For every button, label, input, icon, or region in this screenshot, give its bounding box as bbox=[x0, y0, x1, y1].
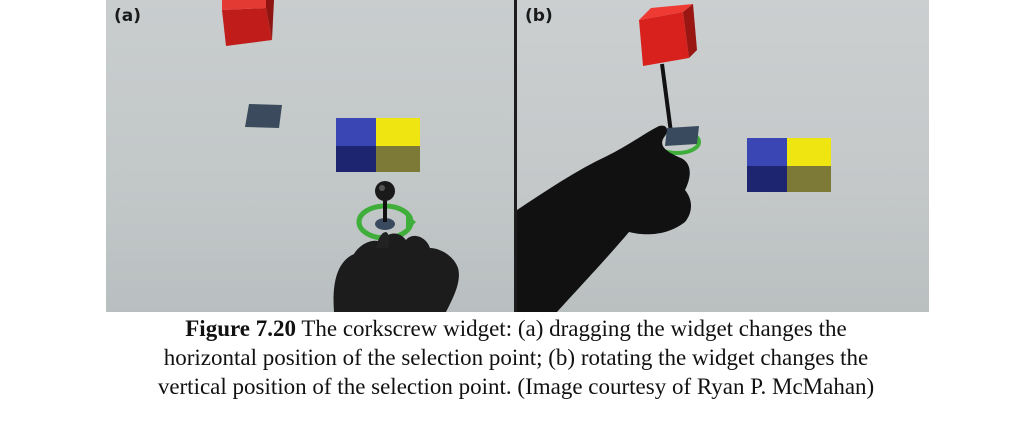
panel-b-scene bbox=[517, 4, 831, 312]
red-cube bbox=[639, 4, 697, 66]
hand-silhouette bbox=[517, 125, 691, 312]
panel-divider bbox=[514, 0, 517, 312]
figure-image: (a) bbox=[106, 0, 929, 312]
caption-line-3: vertical position of the selection point… bbox=[157, 374, 875, 399]
figure-number: Figure 7.20 bbox=[185, 316, 296, 341]
panel-a: (a) bbox=[106, 0, 514, 312]
corkscrew-widget bbox=[356, 181, 416, 241]
blue-yellow-block bbox=[336, 118, 420, 172]
panel-a-label: (a) bbox=[114, 6, 142, 26]
hand-silhouette bbox=[333, 232, 459, 312]
panel-b: (b) bbox=[517, 0, 929, 312]
panel-a-scene bbox=[222, 0, 459, 312]
caption-line-2: horizontal position of the selection poi… bbox=[163, 345, 869, 370]
blue-yellow-block bbox=[747, 138, 831, 192]
red-cube bbox=[222, 0, 274, 46]
figure-caption: Figure 7.20 The corkscrew widget: (a) dr… bbox=[20, 314, 1012, 401]
panel-b-label: (b) bbox=[525, 6, 553, 26]
dark-tile bbox=[245, 104, 282, 128]
selection-rod bbox=[660, 63, 674, 141]
caption-line-1: Figure 7.20 The corkscrew widget: (a) dr… bbox=[20, 314, 1012, 343]
caption-line-1-text: The corkscrew widget: (a) dragging the w… bbox=[301, 316, 847, 341]
